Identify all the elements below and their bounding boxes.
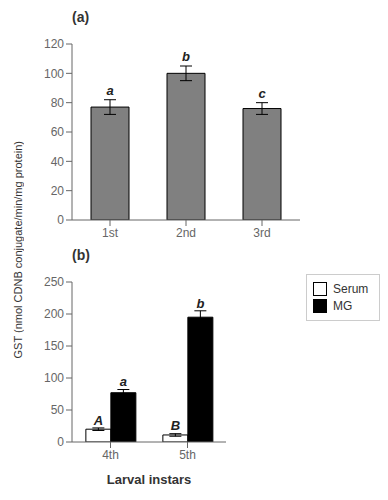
svg-text:A: A	[93, 413, 103, 428]
html-text:(b): (b)	[72, 247, 90, 263]
svg-text:3rd: 3rd	[253, 226, 270, 240]
html-text:(a): (a)	[72, 9, 90, 25]
svg-text:a: a	[120, 374, 127, 389]
html-text:Serum: Serum	[333, 282, 369, 296]
svg-text:20: 20	[51, 184, 65, 198]
svg-text:c: c	[258, 86, 266, 101]
svg-text:b: b	[182, 49, 190, 64]
svg-text:250: 250	[44, 275, 64, 289]
svg-text:1st: 1st	[102, 226, 119, 240]
html-text:GST (nmol CDNB conjugate/min/m: GST (nmol CDNB conjugate/min/mg protein)	[12, 141, 24, 359]
svg-text:0: 0	[57, 435, 64, 449]
svg-text:a: a	[106, 83, 113, 98]
svg-text:b: b	[196, 296, 204, 311]
svg-text:120: 120	[44, 37, 64, 51]
svg-text:150: 150	[44, 339, 64, 353]
svg-text:4th: 4th	[102, 448, 119, 462]
svg-text:100: 100	[44, 67, 64, 81]
svg-text:100: 100	[44, 371, 64, 385]
svg-text:B: B	[171, 418, 180, 433]
svg-text:80: 80	[51, 96, 65, 110]
svg-text:60: 60	[51, 125, 65, 139]
svg-text:5th: 5th	[179, 448, 196, 462]
html-text:MG: MG	[333, 299, 353, 313]
svg-text:0: 0	[57, 213, 64, 227]
svg-text:50: 50	[51, 403, 65, 417]
svg-text:40: 40	[51, 155, 65, 169]
svg-text:200: 200	[44, 307, 64, 321]
svg-text:Larval instars: Larval instars	[107, 472, 192, 487]
svg-text:2nd: 2nd	[176, 226, 196, 240]
